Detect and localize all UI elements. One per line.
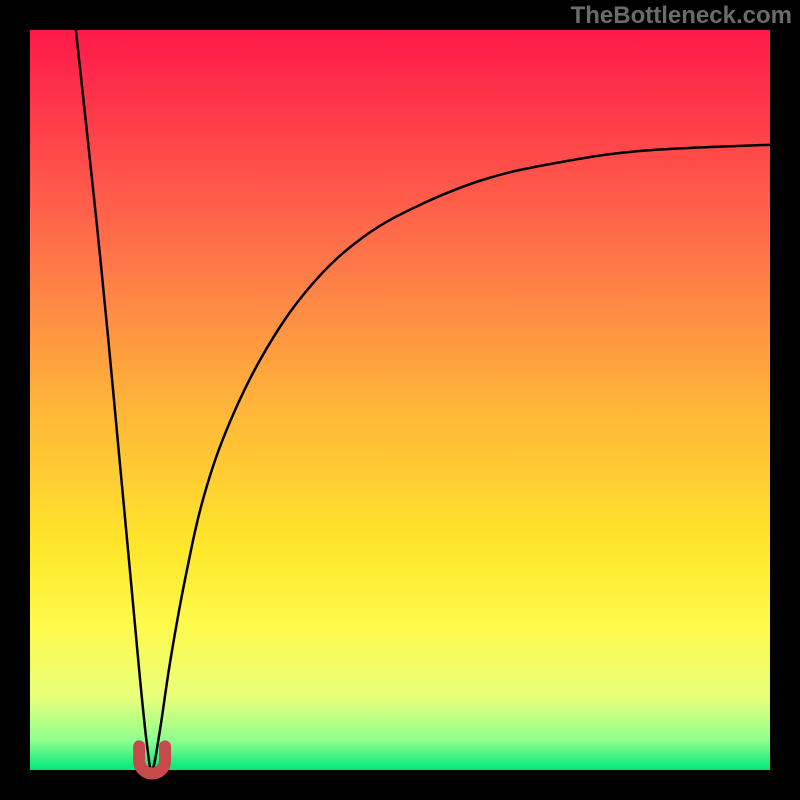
plot-background [30,30,770,770]
bottleneck-chart: TheBottleneck.com [0,0,800,800]
watermark-text: TheBottleneck.com [571,2,792,30]
chart-svg [0,0,800,800]
